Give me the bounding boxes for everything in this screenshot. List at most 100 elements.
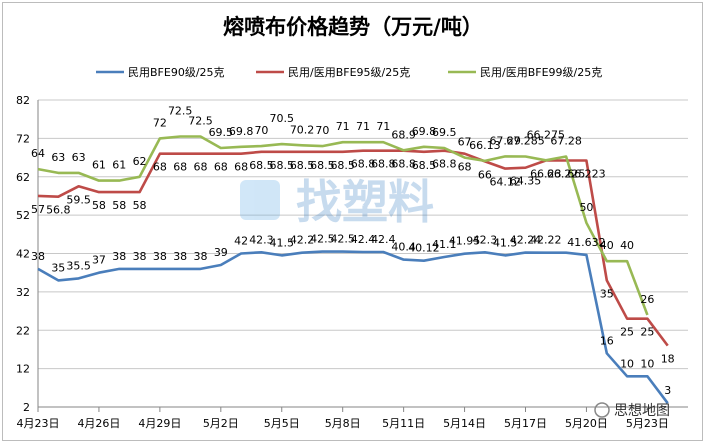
legend-label-1: 民用BFE90级/25克 bbox=[128, 66, 225, 79]
y-tick-label: 72 bbox=[16, 132, 30, 145]
data-label: 40.12 bbox=[408, 242, 440, 255]
data-label: 57 bbox=[31, 203, 45, 216]
data-label: 41.5 bbox=[493, 236, 518, 249]
data-label: 38 bbox=[31, 250, 45, 263]
data-label: 70.5 bbox=[270, 112, 295, 125]
data-label: 67.28 bbox=[550, 134, 582, 147]
data-label: 71 bbox=[356, 120, 370, 133]
data-label: 68.9 bbox=[391, 128, 416, 141]
x-tick-label: 5月20日 bbox=[565, 417, 608, 430]
watermark-brand-text: 思想地图 bbox=[614, 403, 670, 419]
x-tick-label: 5月2日 bbox=[203, 417, 239, 430]
data-label: 42 bbox=[234, 235, 248, 248]
x-tick-label: 4月29日 bbox=[138, 417, 181, 430]
data-label: 66.23 bbox=[530, 168, 562, 181]
data-label: 69.8 bbox=[229, 125, 254, 138]
data-label: 69.5 bbox=[209, 126, 234, 139]
watermark-text: 找塑料 bbox=[296, 175, 434, 229]
y-tick-label: 82 bbox=[16, 94, 30, 107]
data-label: 61 bbox=[92, 159, 106, 172]
y-tick-label: 32 bbox=[16, 286, 30, 299]
data-label: 70.2 bbox=[290, 123, 315, 136]
data-label: 72.5 bbox=[188, 114, 213, 127]
data-label: 40 bbox=[600, 239, 614, 252]
data-label: 42.22 bbox=[530, 234, 562, 247]
data-label: 58 bbox=[133, 199, 147, 212]
data-label: 70 bbox=[254, 124, 268, 137]
series-line-2 bbox=[37, 149, 669, 347]
data-label: 42.24 bbox=[510, 234, 542, 247]
data-label: 68 bbox=[153, 161, 167, 174]
data-label: 63 bbox=[51, 151, 65, 164]
x-tick-label: 5月5日 bbox=[264, 417, 300, 430]
data-label: 58 bbox=[92, 199, 106, 212]
data-label: 41.632 bbox=[567, 236, 606, 249]
data-label: 67 bbox=[458, 136, 472, 149]
y-tick-label: 42 bbox=[16, 248, 30, 261]
data-label: 16 bbox=[600, 334, 614, 347]
data-label: 59.5 bbox=[66, 193, 91, 206]
data-label: 71 bbox=[376, 120, 390, 133]
data-label: 67.285 bbox=[506, 134, 545, 147]
data-label: 40.4 bbox=[391, 241, 416, 254]
chart-axes: 2 12 22 32 42 52 62 72 82 4月23日 4月26日 4月29日 5月2日 5月5日… bbox=[16, 94, 688, 430]
x-tick-label: 4月26日 bbox=[77, 417, 120, 430]
y-tick-label: 12 bbox=[16, 363, 30, 376]
data-label: 42.4 bbox=[351, 233, 376, 246]
data-label: 70 bbox=[315, 124, 329, 137]
data-label: 42.2 bbox=[290, 234, 315, 247]
series-layer bbox=[37, 135, 669, 404]
data-label: 38 bbox=[173, 250, 187, 263]
y-tick-label: 2 bbox=[23, 401, 30, 414]
data-label: 58 bbox=[112, 199, 126, 212]
data-label: 64 bbox=[31, 147, 45, 160]
data-label: 68.5 bbox=[270, 159, 295, 172]
watermark-logo: 找塑料 bbox=[240, 175, 434, 229]
watermark-logo-mark bbox=[240, 180, 280, 220]
data-label: 68 bbox=[194, 161, 208, 174]
data-label: 38 bbox=[112, 250, 126, 263]
data-label: 56.8 bbox=[46, 204, 71, 217]
data-label: 10 bbox=[620, 357, 634, 370]
data-label: 42.5 bbox=[310, 233, 335, 246]
data-label: 68 bbox=[173, 161, 187, 174]
data-label: 68.5 bbox=[330, 159, 355, 172]
data-label: 41.1 bbox=[432, 238, 457, 251]
watermark-brand: 思想地图 bbox=[594, 402, 670, 419]
chart-legend: 民用BFE90级/25克 民用/医用BFE95级/25克 民用/医用BFE99级/2… bbox=[96, 66, 602, 79]
data-label: 42.3 bbox=[249, 233, 274, 246]
data-label: 69.5 bbox=[432, 126, 457, 139]
data-label: 63 bbox=[72, 151, 86, 164]
data-label: 35.5 bbox=[66, 259, 91, 272]
legend-label-3: 民用/医用BFE99级/25克 bbox=[480, 66, 602, 79]
wechat-icon bbox=[594, 402, 610, 418]
data-label: 69.8 bbox=[412, 125, 437, 138]
data-label: 37 bbox=[92, 254, 106, 267]
data-label: 68 bbox=[234, 161, 248, 174]
data-label: 35 bbox=[600, 287, 614, 300]
data-label: 66.13 bbox=[469, 139, 501, 152]
data-label: 66.275 bbox=[527, 128, 566, 141]
x-tick-label: 5月8日 bbox=[325, 417, 361, 430]
data-label: 68.5 bbox=[310, 159, 335, 172]
data-label: 25 bbox=[620, 326, 634, 339]
data-label: 68 bbox=[458, 161, 472, 174]
data-label: 66 bbox=[478, 168, 492, 181]
data-label: 35 bbox=[51, 261, 65, 274]
legend-label-2: 民用/医用BFE95级/25克 bbox=[288, 66, 410, 79]
data-label: 26 bbox=[640, 293, 654, 306]
data-label: 66.223 bbox=[567, 168, 606, 181]
data-label: 67.29 bbox=[489, 134, 521, 147]
x-tick-label: 5月23日 bbox=[626, 417, 669, 430]
data-label: 68.5 bbox=[249, 159, 274, 172]
data-label: 25 bbox=[640, 326, 654, 339]
series-line-3 bbox=[37, 135, 649, 316]
data-label: 68.8 bbox=[371, 158, 396, 171]
data-label: 18 bbox=[661, 353, 675, 366]
data-label: 64.12 bbox=[489, 176, 521, 189]
data-label: 41.5 bbox=[270, 236, 295, 249]
data-label: 68.8 bbox=[391, 158, 416, 171]
data-label: 68.8 bbox=[351, 158, 376, 171]
chart-title: 熔喷布价格趋势（万元/吨） bbox=[223, 15, 483, 39]
